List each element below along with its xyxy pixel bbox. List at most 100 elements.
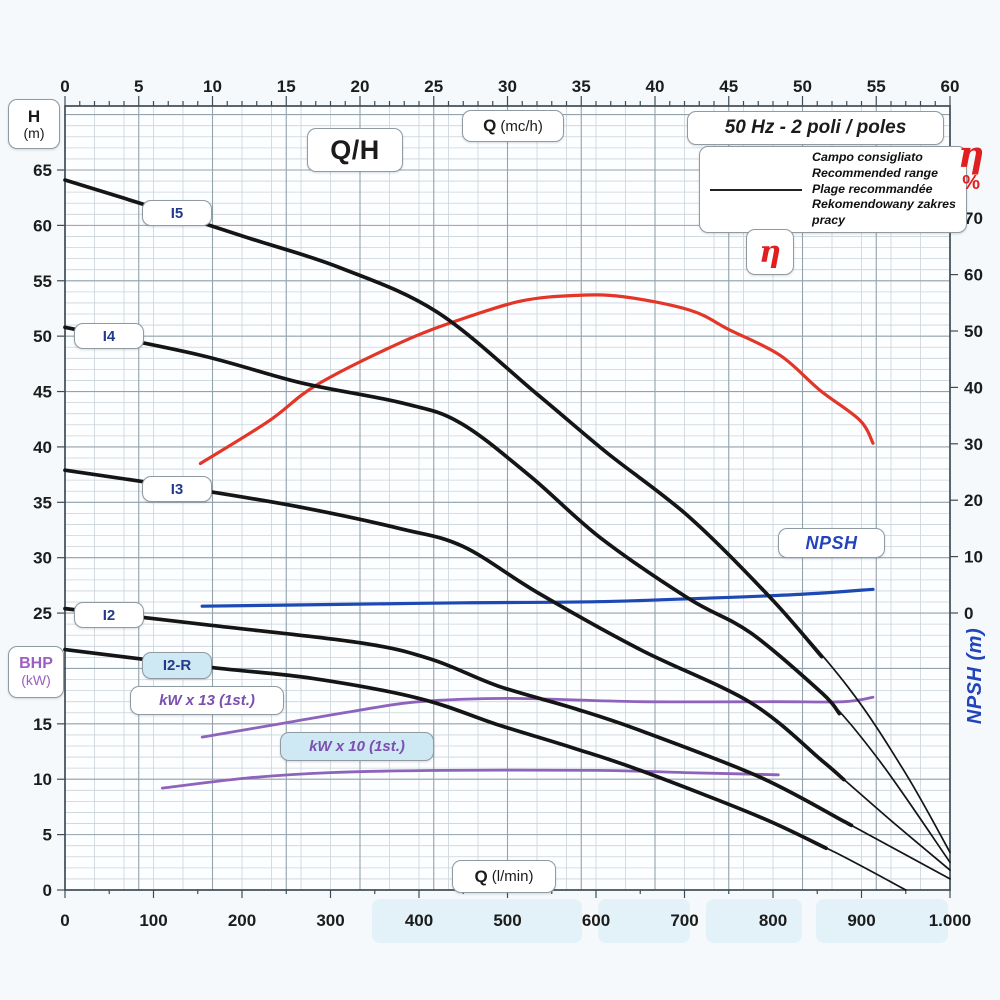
curve-label-i2r: I2-R <box>142 652 212 679</box>
curve-I5 <box>63 178 824 659</box>
left-axis-tick-label: 45 <box>33 383 52 402</box>
frequency-poles-text: 50 Hz - 2 poli / poles <box>724 117 907 138</box>
top-axis-tick-label: 60 <box>941 77 960 96</box>
eta-symbol: η <box>759 234 781 270</box>
top-axis-tick-label: 50 <box>793 77 812 96</box>
npsh-axis-text: NPSH (m) <box>963 627 986 725</box>
right-axis-tick-label: 60 <box>964 266 983 285</box>
efficiency-symbol-badge: η <box>746 229 794 275</box>
curve-label-i5-text: I5 <box>170 204 184 222</box>
watermark <box>706 899 802 943</box>
left-axis-symbol: H <box>27 106 41 126</box>
top-axis-tick-label: 10 <box>203 77 222 96</box>
curve-label-i4: I4 <box>74 323 144 349</box>
right-axis-tick-label: 50 <box>964 322 983 341</box>
bottom-axis-tick-label: 900 <box>847 911 875 930</box>
curve-label-kw10: kW x 10 (1st.) <box>280 732 434 761</box>
curve-kw13 <box>200 695 875 739</box>
curve-I3 <box>63 468 846 782</box>
curve-label-i5: I5 <box>142 200 212 226</box>
left-axis-tick-label: 50 <box>33 327 52 346</box>
bottom-axis-title: Q (l/min) <box>452 860 556 893</box>
watermark <box>372 899 582 943</box>
bottom-axis-tick-label: 300 <box>316 911 344 930</box>
left-axis-tick-label: 25 <box>33 604 52 623</box>
frequency-poles-badge: 50 Hz - 2 poli / poles <box>687 111 944 145</box>
top-axis-tick-label: 25 <box>424 77 443 96</box>
top-axis-tick-label: 30 <box>498 77 517 96</box>
bottom-axis-tick-label: 500 <box>493 911 521 930</box>
left-axis-tick-label: 15 <box>33 715 52 734</box>
chart-title-text: Q/H <box>330 134 380 165</box>
right-axis-tick-label: 70 <box>964 209 983 228</box>
top-axis-tick-label: 45 <box>719 77 738 96</box>
right-axis-tick-label: 40 <box>964 378 983 397</box>
curve-I2R <box>63 647 828 851</box>
curve-I2 <box>63 606 854 828</box>
left-axis-title: H (m) <box>8 99 60 149</box>
top-axis-tick-label: 35 <box>572 77 591 96</box>
legend-texts: Campo consigliato Recommended range Plag… <box>812 150 956 229</box>
curve-eta <box>198 293 875 466</box>
left-axis-tick-label: 65 <box>33 161 52 180</box>
curve-label-i2: I2 <box>74 602 144 628</box>
top-axis-tick-label: 20 <box>351 77 370 96</box>
left-axis-tick-label: 30 <box>33 549 52 568</box>
right-axis-tick-label: 20 <box>964 491 983 510</box>
curve-label-i4-text: I4 <box>102 327 116 345</box>
bottom-axis-unit: (l/min) <box>491 868 534 885</box>
right-axis-tick-label: 0 <box>964 604 973 623</box>
left-axis-tick-label: 10 <box>33 770 52 789</box>
legend-entry-fr: Plage recommandée <box>812 181 933 196</box>
legend-entry-en: Recommended range <box>812 165 939 180</box>
top-axis-symbol: Q <box>483 116 497 135</box>
curve-label-kw13-text: kW x 13 (1st.) <box>159 692 255 709</box>
right-axis-npsh-title: NPSH (m) <box>962 601 988 751</box>
legend-line-sample <box>710 188 802 191</box>
left-axis-tick-label: 0 <box>43 881 52 900</box>
curve-label-kw13: kW x 13 (1st.) <box>130 686 284 715</box>
bhp-axis-title: BHP (kW) <box>8 646 64 698</box>
bottom-axis-tick-label: 600 <box>582 911 610 930</box>
bottom-axis-tick-label: 100 <box>139 911 167 930</box>
bhp-symbol: BHP <box>19 655 53 673</box>
eta-axis-symbol: η <box>958 134 985 176</box>
curve-label-i3: I3 <box>142 476 212 502</box>
legend-entry-it: Campo consigliato <box>812 149 923 164</box>
bottom-axis-tick-label: 0 <box>60 911 69 930</box>
bhp-unit: (kW) <box>21 672 51 689</box>
top-axis-tick-label: 15 <box>277 77 296 96</box>
eta-axis-percent: % <box>962 172 980 195</box>
left-axis-tick-label: 55 <box>33 272 52 291</box>
bottom-axis-tick-label: 1.000 <box>929 911 972 930</box>
bottom-axis-tick-label: 800 <box>759 911 787 930</box>
top-axis-unit: (mc/h) <box>500 117 543 135</box>
left-axis-tick-label: 60 <box>33 216 52 235</box>
top-axis-title: Q (mc/h) <box>462 110 564 142</box>
right-axis-eta-title: η % <box>958 134 985 195</box>
top-axis-tick-label: 40 <box>646 77 665 96</box>
curve-label-i2-text: I2 <box>102 606 116 624</box>
left-axis-tick-label: 35 <box>33 493 52 512</box>
curve-label-kw10-text: kW x 10 (1st.) <box>309 738 405 755</box>
right-axis-tick-label: 10 <box>964 548 983 567</box>
curve-npsh <box>200 587 875 608</box>
legend-entry-pl: Rekomendowany zakres pracy <box>812 197 956 228</box>
bottom-axis-tick-label: 400 <box>405 911 433 930</box>
top-axis-tick-label: 55 <box>867 77 886 96</box>
top-axis-tick-label: 0 <box>60 77 69 96</box>
curve-label-i3-text: I3 <box>170 480 184 498</box>
bottom-axis-tick-label: 200 <box>228 911 256 930</box>
top-axis-tick-label: 5 <box>134 77 143 96</box>
bottom-axis-tick-label: 700 <box>670 911 698 930</box>
curve-label-i2r-text: I2-R <box>162 657 192 674</box>
left-axis-tick-label: 40 <box>33 438 52 457</box>
right-axis-tick-label: 30 <box>964 435 983 454</box>
curve-I4 <box>63 325 842 716</box>
legend: Campo consigliato Recommended range Plag… <box>699 146 967 233</box>
curve-label-npsh: NPSH <box>778 528 885 558</box>
watermark <box>816 899 948 943</box>
left-axis-unit: (m) <box>23 124 45 141</box>
